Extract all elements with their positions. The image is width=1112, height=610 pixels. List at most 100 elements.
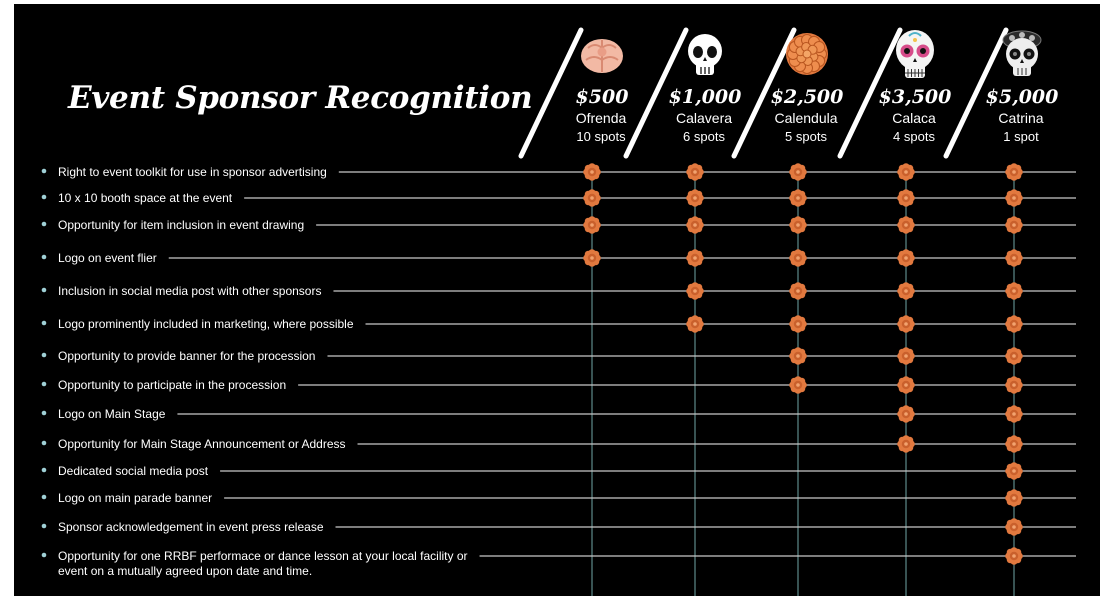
marigold-marker	[897, 282, 915, 300]
marigold-marker	[686, 163, 704, 181]
benefit-row: Opportunity for one RRBF performace or d…	[41, 547, 1076, 578]
tier-column-header: $500 Ofrenda 10 spots	[576, 39, 629, 144]
tier-column-header: $5,000 Catrina 1 spot	[986, 30, 1059, 144]
marigold-marker	[686, 315, 704, 333]
bullet-dot	[41, 467, 47, 473]
benefit-label: Opportunity for item inclusion in event …	[58, 218, 304, 232]
tier-name: Calavera	[676, 110, 732, 126]
bullet-dot	[41, 552, 47, 558]
marigold-marker	[897, 249, 915, 267]
marigold-marker	[1005, 435, 1023, 453]
benefit-label: Logo prominently included in marketing, …	[58, 317, 354, 331]
tier-spots: 4 spots	[893, 129, 935, 144]
tier-spots: 10 spots	[576, 129, 626, 144]
tier-name: Calendula	[774, 110, 837, 126]
benefit-row: Inclusion in social media post with othe…	[41, 282, 1076, 300]
benefit-row: Logo prominently included in marketing, …	[41, 315, 1076, 333]
tier-header: $500 Ofrenda 10 spots $1,000 Calavera 6 spots…	[518, 27, 1059, 159]
marigold-marker	[1005, 518, 1023, 536]
marigold-marker	[1005, 489, 1023, 507]
skull-icon	[688, 34, 722, 75]
header-slash	[731, 27, 797, 159]
header-slash	[943, 27, 1009, 159]
tier-column-header: $1,000 Calavera 6 spots	[669, 34, 741, 144]
marigold-marker	[686, 282, 704, 300]
marigold-marker	[897, 347, 915, 365]
benefits-matrix: Right to event toolkit for use in sponso…	[41, 27, 1076, 596]
marigold-marker	[583, 163, 601, 181]
bullet-dot	[41, 352, 47, 358]
benefit-label: 10 x 10 booth space at the event	[58, 191, 233, 205]
bullet-dot	[41, 381, 47, 387]
marigold-marker	[686, 216, 704, 234]
benefit-row: Dedicated social media post	[41, 462, 1076, 480]
bullet-dot	[41, 320, 47, 326]
marigold-marker	[897, 435, 915, 453]
tier-name: Catrina	[998, 110, 1043, 126]
header-slash	[837, 27, 903, 159]
marigold-marker	[789, 282, 807, 300]
bullet-dot	[41, 523, 47, 529]
sponsor-board: Event Sponsor Recognition Right to event…	[14, 4, 1100, 596]
benefit-label: Sponsor acknowledgement in event press r…	[58, 520, 324, 534]
marigold-marker	[1005, 282, 1023, 300]
bullet-dot	[41, 194, 47, 200]
tier-column-header: $3,500 Calaca 4 spots	[879, 30, 952, 144]
benefit-row: Logo on event flier	[41, 249, 1076, 267]
marigold-marker	[1005, 216, 1023, 234]
marigold-marker	[789, 189, 807, 207]
tier-spots: 6 spots	[683, 129, 725, 144]
benefit-label: Dedicated social media post	[58, 464, 209, 478]
pan-de-muerto-icon	[581, 39, 623, 73]
marigold-marker	[897, 315, 915, 333]
benefit-label: Logo on Main Stage	[58, 407, 166, 421]
benefit-label: Right to event toolkit for use in sponso…	[58, 165, 327, 179]
marigold-marker	[1005, 547, 1023, 565]
benefit-row: Opportunity for item inclusion in event …	[41, 216, 1076, 234]
tier-price: $500	[576, 86, 629, 108]
marigold-marker	[1005, 163, 1023, 181]
marigold-marker	[1005, 189, 1023, 207]
benefit-label: Logo on main parade banner	[58, 491, 212, 505]
marigold-marker	[897, 216, 915, 234]
bullet-dot	[41, 254, 47, 260]
marigold-marker	[1005, 462, 1023, 480]
bullet-dot	[41, 494, 47, 500]
benefit-row: Logo on main parade banner	[41, 489, 1076, 507]
tier-price: $2,500	[771, 86, 844, 108]
marigold-marker	[686, 189, 704, 207]
marigold-marker	[583, 249, 601, 267]
benefit-row: Opportunity to provide banner for the pr…	[41, 347, 1076, 365]
marigold-marker	[789, 249, 807, 267]
benefit-row: Opportunity to participate in the proces…	[41, 376, 1076, 394]
tier-spots: 1 spot	[1003, 129, 1039, 144]
header-slash	[623, 27, 689, 159]
marigold-marker	[1005, 376, 1023, 394]
benefit-label: Logo on event flier	[58, 251, 157, 265]
tier-spots: 5 spots	[785, 129, 827, 144]
header-slash	[518, 27, 584, 159]
benefit-row: Opportunity for Main Stage Announcement …	[41, 435, 1076, 453]
tier-column-header: $2,500 Calendula 5 spots	[771, 33, 844, 144]
marigold-marker	[1005, 315, 1023, 333]
benefit-row: Sponsor acknowledgement in event press r…	[41, 518, 1076, 536]
tier-price: $5,000	[986, 86, 1059, 108]
benefit-row: Right to event toolkit for use in sponso…	[41, 163, 1076, 181]
tier-name: Calaca	[892, 110, 936, 126]
marigold-marker	[583, 189, 601, 207]
marigold-marker	[789, 347, 807, 365]
marigold-marker	[686, 249, 704, 267]
benefit-label: Opportunity to participate in the proces…	[58, 378, 286, 392]
marigold-icon	[786, 33, 828, 75]
marigold-marker	[583, 216, 601, 234]
tier-name: Ofrenda	[576, 110, 627, 126]
catrina-skull-icon	[1002, 30, 1042, 76]
tier-price: $3,500	[879, 86, 952, 108]
marigold-marker	[897, 405, 915, 423]
marigold-marker	[789, 376, 807, 394]
benefit-label: Inclusion in social media post with othe…	[58, 284, 321, 298]
marigold-marker	[897, 189, 915, 207]
marigold-marker	[897, 376, 915, 394]
benefit-label: Opportunity for one RRBF performace or d…	[58, 549, 468, 563]
benefit-label-continued: event on a mutually agreed upon date and…	[58, 564, 312, 578]
